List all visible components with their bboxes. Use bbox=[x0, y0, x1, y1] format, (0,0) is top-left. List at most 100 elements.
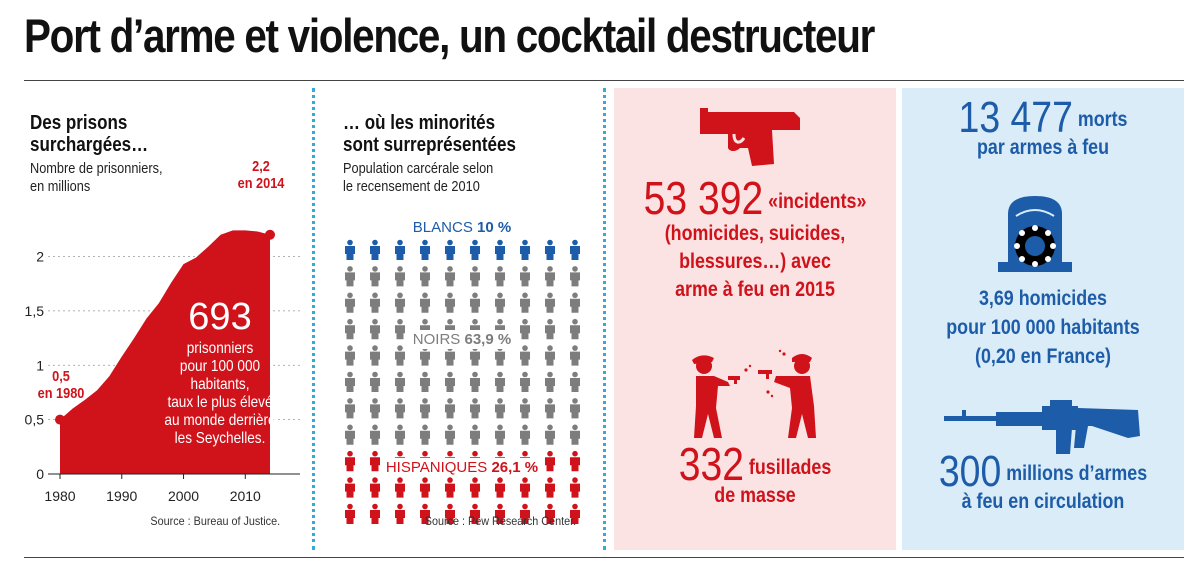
person-icon bbox=[545, 398, 555, 419]
prisons-heading: Des prisons surchargées… bbox=[30, 112, 169, 156]
person-icon bbox=[370, 292, 380, 313]
guns-block: 300 millions d’armes à feu en circulatio… bbox=[902, 450, 1184, 516]
area-series bbox=[60, 230, 270, 474]
person-icon bbox=[345, 266, 355, 287]
incidents-line3: blessures…) avec bbox=[679, 250, 831, 273]
mass-shootings-number: 332 bbox=[678, 438, 744, 490]
person-icon bbox=[495, 292, 505, 313]
person-icon bbox=[420, 398, 430, 419]
prisons-subtitle-line2: en millions bbox=[30, 178, 91, 195]
person-icon bbox=[570, 477, 580, 498]
x-tick-label: 1980 bbox=[44, 488, 75, 504]
label-start-value: 0,5 bbox=[52, 368, 70, 385]
person-icon bbox=[395, 239, 405, 260]
person-icon bbox=[345, 477, 355, 498]
person-icon bbox=[545, 266, 555, 287]
person-icon bbox=[545, 371, 555, 392]
incidents-block: 53 392 «incidents» (homicides, suicides,… bbox=[614, 175, 896, 304]
person-icon bbox=[445, 266, 455, 287]
x-tick-label: 2000 bbox=[168, 488, 199, 504]
person-icon bbox=[345, 398, 355, 419]
person-icon bbox=[570, 239, 580, 260]
person-icon bbox=[395, 503, 405, 524]
data-point-end bbox=[265, 229, 275, 240]
person-icon bbox=[345, 371, 355, 392]
note-line3: habitants, bbox=[190, 376, 250, 393]
note-line6: les Seychelles. bbox=[174, 430, 266, 447]
homicides-line2: pour 100 000 habitants bbox=[946, 316, 1140, 339]
person-icon bbox=[570, 424, 580, 445]
person-icon bbox=[495, 398, 505, 419]
person-icon bbox=[520, 371, 530, 392]
person-icon bbox=[345, 318, 355, 340]
person-icon bbox=[545, 424, 555, 445]
person-icon bbox=[395, 345, 405, 366]
handgun-icon bbox=[700, 108, 800, 166]
y-tick-label: 2 bbox=[36, 249, 44, 265]
person-icon bbox=[470, 398, 480, 419]
bottom-rule bbox=[24, 557, 1184, 558]
deaths-first-line: 13 477 morts bbox=[923, 96, 1163, 140]
homicides-line3: (0,20 en France) bbox=[975, 345, 1111, 368]
person-icon bbox=[345, 450, 355, 472]
person-icon bbox=[420, 239, 430, 260]
person-icon bbox=[470, 266, 480, 287]
mass-shootings-label1: fusillades bbox=[748, 456, 832, 479]
minorities-heading-line2: sont surreprésentées bbox=[343, 134, 516, 156]
label-end-year: en 2014 bbox=[237, 175, 285, 192]
minorities-heading: … où les minorités sont surreprésentées bbox=[343, 112, 546, 156]
prisons-heading-line1: Des prisons bbox=[30, 112, 128, 134]
minorities-heading-line1: … où les minorités bbox=[343, 112, 496, 134]
mass-shootings-block: 332 fusillades de masse bbox=[614, 441, 896, 510]
minorities-subtitle: Population carcérale selon le recensemen… bbox=[343, 160, 520, 196]
guns-label2: à feu en circulation bbox=[961, 490, 1125, 513]
person-icon bbox=[445, 239, 455, 260]
person-icon bbox=[345, 345, 355, 366]
deaths-label2: par armes à feu bbox=[977, 136, 1109, 159]
person-icon bbox=[370, 345, 380, 366]
person-icon bbox=[545, 345, 555, 366]
person-icon bbox=[520, 398, 530, 419]
person-icon bbox=[445, 292, 455, 313]
person-icon bbox=[495, 239, 505, 260]
person-icon bbox=[445, 477, 455, 498]
person-icon bbox=[420, 371, 430, 392]
homicides-line1: 3,69 homicides bbox=[978, 287, 1107, 310]
shooters-icon bbox=[692, 349, 816, 438]
person-icon bbox=[570, 503, 580, 524]
page-title: Port d’arme et violence, un cocktail des… bbox=[24, 9, 875, 62]
person-icon bbox=[570, 371, 580, 392]
person-icon bbox=[470, 424, 480, 445]
person-icon bbox=[395, 318, 405, 340]
guns-number: 300 bbox=[938, 447, 1002, 496]
person-icon bbox=[345, 239, 355, 260]
person-icon bbox=[470, 292, 480, 313]
group-label-background bbox=[408, 330, 516, 349]
person-icon bbox=[495, 424, 505, 445]
label-end: 2,2 en 2014 bbox=[226, 158, 296, 192]
minorities-source: Source : Pew Research Center. bbox=[424, 514, 576, 528]
deaths-number: 13 477 bbox=[958, 93, 1073, 142]
person-icon bbox=[520, 239, 530, 260]
incidents-line2: (homicides, suicides, bbox=[664, 222, 846, 245]
person-icon bbox=[520, 345, 530, 366]
person-icon bbox=[545, 318, 555, 340]
person-icon bbox=[495, 371, 505, 392]
deaths-panel bbox=[902, 88, 1184, 550]
person-icon bbox=[370, 477, 380, 498]
person-icon bbox=[570, 318, 580, 340]
x-tick-label: 2010 bbox=[230, 488, 261, 504]
person-icon bbox=[470, 503, 480, 524]
prisons-subtitle-line1: Nombre de prisonniers, bbox=[30, 160, 163, 177]
person-icon bbox=[545, 292, 555, 313]
person-icon bbox=[545, 503, 555, 524]
incidents-line4: arme à feu en 2015 bbox=[675, 278, 835, 301]
dotted-separator-2 bbox=[603, 88, 606, 550]
deaths-label1: morts bbox=[1077, 108, 1128, 131]
person-icon bbox=[445, 371, 455, 392]
person-icon bbox=[395, 292, 405, 313]
person-icon bbox=[570, 292, 580, 313]
person-icon bbox=[520, 503, 530, 524]
prisons-note: prisonniers pour 100 000 habitants, taux… bbox=[130, 340, 310, 448]
data-point-start bbox=[55, 414, 65, 425]
